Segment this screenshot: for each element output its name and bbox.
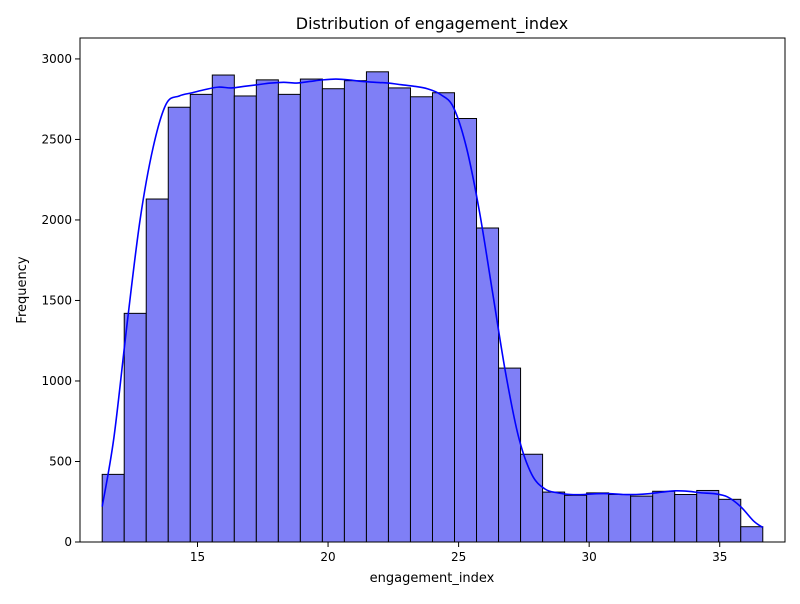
y-ticks-group: 0 500 1000 1500 2000 2500 3000 bbox=[41, 52, 80, 549]
chart-title: Distribution of engagement_index bbox=[296, 14, 569, 34]
histogram-bar bbox=[409, 96, 433, 543]
kde-group bbox=[101, 78, 764, 529]
histogram-bar bbox=[630, 495, 654, 543]
histogram-bar bbox=[255, 79, 279, 543]
x-tick-label: 15 bbox=[190, 550, 205, 564]
y-tick-label: 3000 bbox=[41, 52, 72, 66]
x-ticks-group: 15 20 25 30 35 bbox=[190, 542, 727, 564]
histogram-bar bbox=[740, 526, 764, 543]
x-tick-label: 25 bbox=[451, 550, 466, 564]
axes-frame bbox=[79, 37, 786, 543]
histogram-bar bbox=[542, 491, 566, 543]
histogram-bar bbox=[586, 492, 610, 543]
histogram-bar bbox=[343, 80, 367, 543]
histogram-bar bbox=[211, 74, 235, 543]
x-tick-label: 20 bbox=[320, 550, 335, 564]
histogram-bar bbox=[476, 227, 500, 543]
histogram-bar bbox=[674, 493, 698, 543]
histogram-bar bbox=[718, 498, 742, 543]
bars-group bbox=[101, 71, 764, 543]
histogram-bar bbox=[564, 494, 588, 543]
kde-curve bbox=[101, 78, 764, 529]
x-tick-label: 35 bbox=[712, 550, 727, 564]
y-tick-label: 2000 bbox=[41, 213, 72, 227]
x-tick-label: 30 bbox=[582, 550, 597, 564]
y-tick-label: 500 bbox=[49, 454, 72, 468]
histogram-bar bbox=[520, 453, 544, 543]
histogram-bar bbox=[233, 95, 257, 543]
histogram-bar bbox=[167, 106, 191, 543]
x-axis-label: engagement_index bbox=[370, 571, 495, 586]
histogram-bar bbox=[365, 71, 389, 543]
histogram-bar bbox=[299, 78, 323, 543]
histogram-bar bbox=[189, 93, 213, 543]
y-tick-label: 1000 bbox=[41, 374, 72, 388]
histogram-bar bbox=[387, 87, 411, 543]
histogram-bar bbox=[431, 92, 456, 543]
histogram-bar bbox=[123, 312, 147, 543]
histogram-bar bbox=[145, 198, 169, 543]
y-tick-label: 0 bbox=[64, 535, 72, 549]
y-axis-label: Frequency bbox=[15, 256, 30, 323]
histogram-bar bbox=[321, 88, 345, 543]
histogram-bar bbox=[652, 490, 676, 543]
histogram-bar bbox=[277, 93, 301, 543]
histogram-bar bbox=[608, 493, 632, 543]
histogram-bar bbox=[696, 489, 720, 543]
y-tick-label: 1500 bbox=[41, 293, 72, 307]
y-tick-label: 2500 bbox=[41, 132, 72, 146]
